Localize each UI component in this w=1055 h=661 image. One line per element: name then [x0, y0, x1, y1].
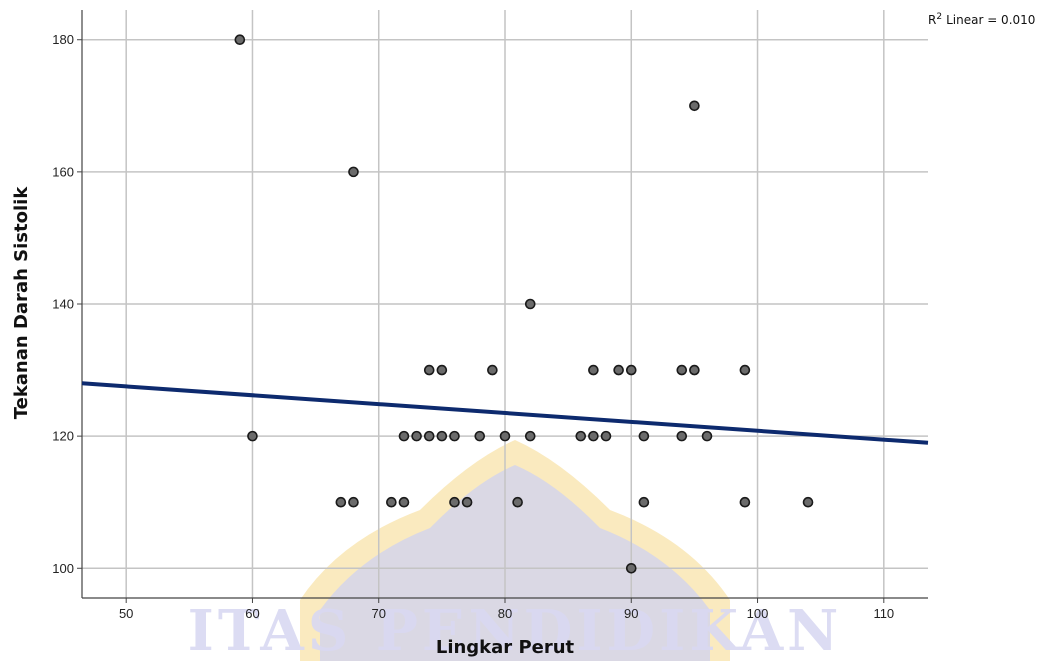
watermark-logo: ITAS PENDIDIKAN	[188, 440, 843, 661]
r2-superscript: 2	[936, 12, 942, 22]
data-point-25	[638, 430, 650, 442]
data-point-37	[802, 496, 814, 508]
y-tick-label-120: 120	[52, 429, 74, 444]
data-point-23	[588, 430, 599, 442]
data-point-18	[449, 430, 460, 442]
data-point-19	[474, 430, 486, 442]
fit-line-layer	[81, 381, 929, 445]
y-axis-title: Tekanan Darah Sistolik	[11, 186, 32, 420]
data-point-9	[625, 364, 637, 376]
data-points	[234, 34, 814, 574]
data-point-16	[423, 430, 435, 442]
data-point-24	[600, 430, 612, 442]
data-point-10	[676, 364, 688, 376]
data-point-5	[436, 364, 448, 376]
grid	[82, 10, 928, 598]
data-point-8	[613, 364, 624, 376]
x-tick-label-80: 80	[498, 606, 512, 621]
y-tick-label-180: 180	[52, 32, 74, 47]
x-tick-label-100: 100	[747, 606, 769, 621]
data-point-12	[739, 364, 751, 376]
data-point-3	[524, 298, 536, 310]
data-point-29	[348, 496, 359, 508]
data-point-13	[247, 430, 258, 442]
x-tick-label-110: 110	[873, 606, 894, 621]
x-axis-title: Lingkar Perut	[436, 637, 575, 658]
x-tick-label-70: 70	[371, 606, 385, 621]
data-point-22	[575, 430, 587, 442]
watermark-blue-shape	[320, 465, 710, 661]
axes	[77, 10, 928, 603]
y-tick-label-160: 160	[52, 164, 74, 179]
data-point-4	[423, 364, 435, 376]
data-point-21	[524, 430, 536, 442]
data-point-27	[701, 430, 713, 442]
data-point-34	[512, 496, 523, 508]
data-point-28	[335, 496, 347, 508]
r2-value: Linear = 0.010	[946, 13, 1035, 27]
data-point-33	[461, 496, 473, 508]
data-point-15	[411, 430, 422, 442]
data-point-32	[449, 496, 460, 508]
data-point-0	[234, 34, 246, 46]
data-point-26	[676, 430, 688, 442]
data-point-17	[436, 430, 448, 442]
data-point-30	[386, 496, 397, 508]
data-point-20	[499, 430, 511, 442]
data-point-11	[689, 364, 700, 376]
data-point-1	[689, 100, 700, 112]
data-point-2	[348, 166, 359, 178]
r2-prefix: R	[928, 13, 936, 27]
data-point-31	[398, 496, 410, 508]
y-tick-label-100: 100	[52, 561, 74, 576]
data-point-36	[739, 496, 751, 508]
tick-labels: 50 60 70 80 90 100 110 100 120 140 160 180	[52, 32, 894, 621]
data-point-7	[588, 364, 599, 376]
watermark-text: ITAS PENDIDIKAN	[188, 598, 843, 661]
data-point-14	[398, 430, 410, 442]
data-point-35	[638, 496, 650, 508]
x-tick-label-60: 60	[245, 606, 259, 621]
linear-fit-line	[81, 381, 929, 445]
y-tick-label-140: 140	[52, 297, 74, 312]
x-tick-label-90: 90	[624, 606, 638, 621]
data-point-6	[487, 364, 498, 376]
x-tick-label-50: 50	[119, 606, 133, 621]
r2-legend-label: R2 Linear = 0.010	[928, 12, 1035, 27]
data-point-38	[625, 562, 637, 574]
